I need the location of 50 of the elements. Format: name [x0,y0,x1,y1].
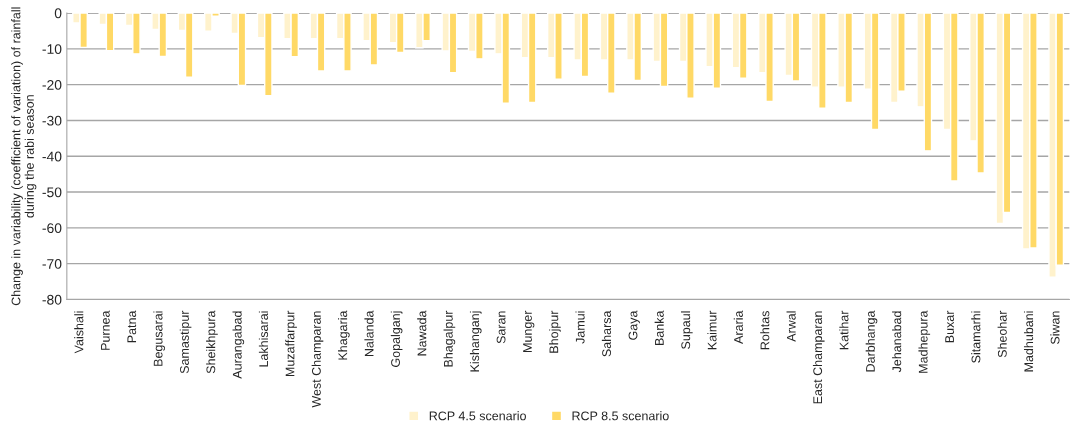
x-tick-label: Lakhisarai [258,311,269,367]
x-tick-label: Banka [654,310,664,345]
x-tick-label: Jehanabad [892,311,902,373]
legend-label: RCP 4.5 scenario [429,411,526,421]
y-tick-label: -50 [42,187,62,198]
x-tick-label: Munger [523,310,535,352]
x-tick-label: East Champaran [812,311,825,404]
x-tick-label: Siwan [1050,311,1060,345]
x-tick-label: Vaishali [74,311,84,354]
x-tick-label: Rohtas [760,311,770,350]
x-tick-label: Jamui [575,311,585,344]
y-tick-label: -40 [42,151,62,162]
y-tick-label: -60 [42,223,62,234]
x-tick-label: Arwal [786,311,796,342]
y-tick-label: -20 [42,79,62,90]
x-tick-label: Katihar [839,310,849,350]
x-tick-label: Gaya [628,310,640,340]
x-tick-label: Saran [496,311,506,344]
x-tick-label: Araria [733,310,743,344]
x-tick-label: Sheikhpura [206,310,218,374]
x-tick-label: Bhagalpur [443,310,456,367]
x-tick-label: Aurangabad [232,311,245,379]
x-tick-label: Bhojpur [549,310,561,353]
x-tick-label: Nalanda [364,310,374,357]
x-tick-label: Buxar [945,310,955,343]
y-tick-label: -80 [42,294,62,305]
x-tick-label: Sheohar [997,310,1007,358]
x-tick-label: Patna [127,310,137,343]
x-tick-label: Sitamarhi [971,311,981,363]
x-tick-label: Gopalganj [390,311,403,367]
x-tick-label: Muzaffarpur [285,310,297,377]
x-tick-label: Nawada [417,310,427,356]
x-tick-label: Kaimur [707,310,717,350]
x-tick-label: Darbhanga [865,310,878,372]
x-tick-label: West Champaran [311,311,324,408]
y-tick-label: -70 [42,258,62,269]
x-tick-label: Khagaria [338,310,350,360]
y-tick-label: -10 [42,44,62,54]
y-axis-title: Change in variability (coefficient of variation) of rainfall during the rabi season [11,7,37,306]
x-tick-label: Madhubani [1023,311,1034,372]
x-tick-label: Samastipur [179,310,192,374]
x-tick-label: Supaul [681,311,693,349]
legend-label: RCP 8.5 scenario [572,411,669,421]
x-tick-label: Begusarai [153,311,165,366]
x-tick-label: Saharsa [601,310,612,357]
y-tick-label: -30 [42,115,62,126]
x-tick-label: Kishanganj [469,311,482,372]
x-tick-label: Purnea [101,310,110,350]
x-tick-label: Madhepura [918,310,931,373]
y-tick-label: 0 [54,8,62,19]
